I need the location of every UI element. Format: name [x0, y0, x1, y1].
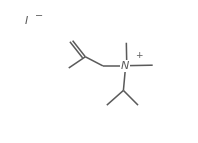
Text: I: I	[25, 16, 28, 26]
Text: N: N	[121, 61, 129, 71]
Text: −: −	[35, 11, 44, 21]
Text: +: +	[135, 51, 142, 60]
